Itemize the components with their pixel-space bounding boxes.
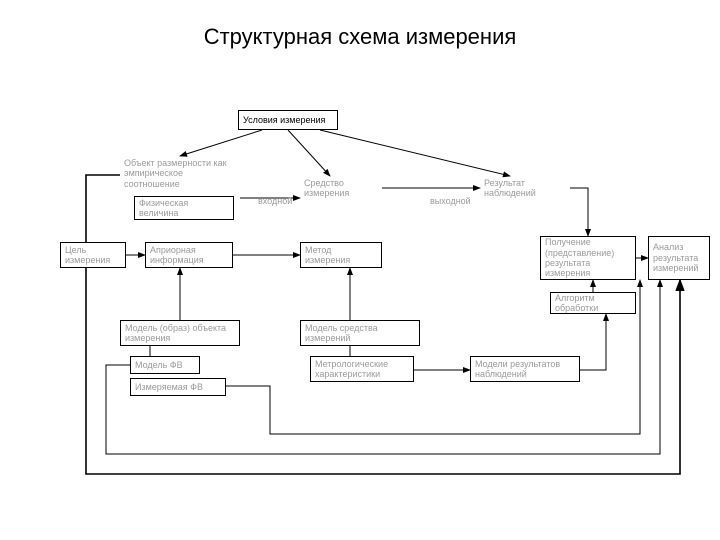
node-means: Средство измерения <box>300 176 382 200</box>
node-cond: Условия измерения <box>238 110 338 130</box>
node-label: Объект размерности как эмпирическое соот… <box>124 158 227 189</box>
node-metro: Метрологические характеристики <box>310 356 414 382</box>
node-label: Модель средства измерений <box>305 323 415 344</box>
node-label: Физическая величина <box>139 198 229 219</box>
node-measfv: Измеряемая ФВ <box>130 378 226 396</box>
node-result: Результат наблюдений <box>480 176 570 200</box>
node-label: Измеряемая ФВ <box>135 382 203 392</box>
node-label: Анализ результата измерений <box>653 242 705 273</box>
label-in: входной <box>258 196 292 206</box>
node-mobj: Модель (образ) объекта измерения <box>120 320 240 346</box>
node-label: Цель измерения <box>65 245 121 266</box>
edge-result <box>570 188 588 236</box>
node-algo: Алгоритм обработки <box>550 292 636 314</box>
node-mfv: Модель ФВ <box>130 356 200 374</box>
node-label: Априорная информация <box>150 245 228 266</box>
node-obj: Объект размерности как эмпирическое соот… <box>120 156 240 192</box>
node-apri: Априорная информация <box>145 242 233 268</box>
node-label: Результат наблюдений <box>484 178 536 198</box>
diagram-canvas: Условия измерения Объект размерности как … <box>0 0 720 540</box>
node-label: Получение (представление) результата изм… <box>545 237 631 278</box>
node-label: Условия измерения <box>243 115 325 125</box>
edge-cond <box>320 130 510 176</box>
node-label: Алгоритм обработки <box>555 293 631 314</box>
label-out: выходной <box>430 196 471 206</box>
edge-cond <box>288 130 330 176</box>
node-get: Получение (представление) результата изм… <box>540 236 636 280</box>
node-mmeans: Модель средства измерений <box>300 320 420 346</box>
node-anal: Анализ результата измерений <box>648 236 710 280</box>
edge-cond <box>180 130 262 156</box>
node-label: Модели результатов наблюдений <box>475 359 575 380</box>
node-label: Модель (образ) объекта измерения <box>125 323 235 344</box>
node-label: Модель ФВ <box>135 360 183 370</box>
node-label: Метод измерения <box>305 245 377 266</box>
node-goal: Цель измерения <box>60 242 126 268</box>
node-label: Метрологические характеристики <box>315 359 409 380</box>
node-pv: Физическая величина <box>134 196 234 220</box>
node-label: Средство измерения <box>304 178 349 198</box>
node-method: Метод измерения <box>300 242 382 268</box>
edge-mres <box>580 314 606 370</box>
node-mres: Модели результатов наблюдений <box>470 356 580 382</box>
